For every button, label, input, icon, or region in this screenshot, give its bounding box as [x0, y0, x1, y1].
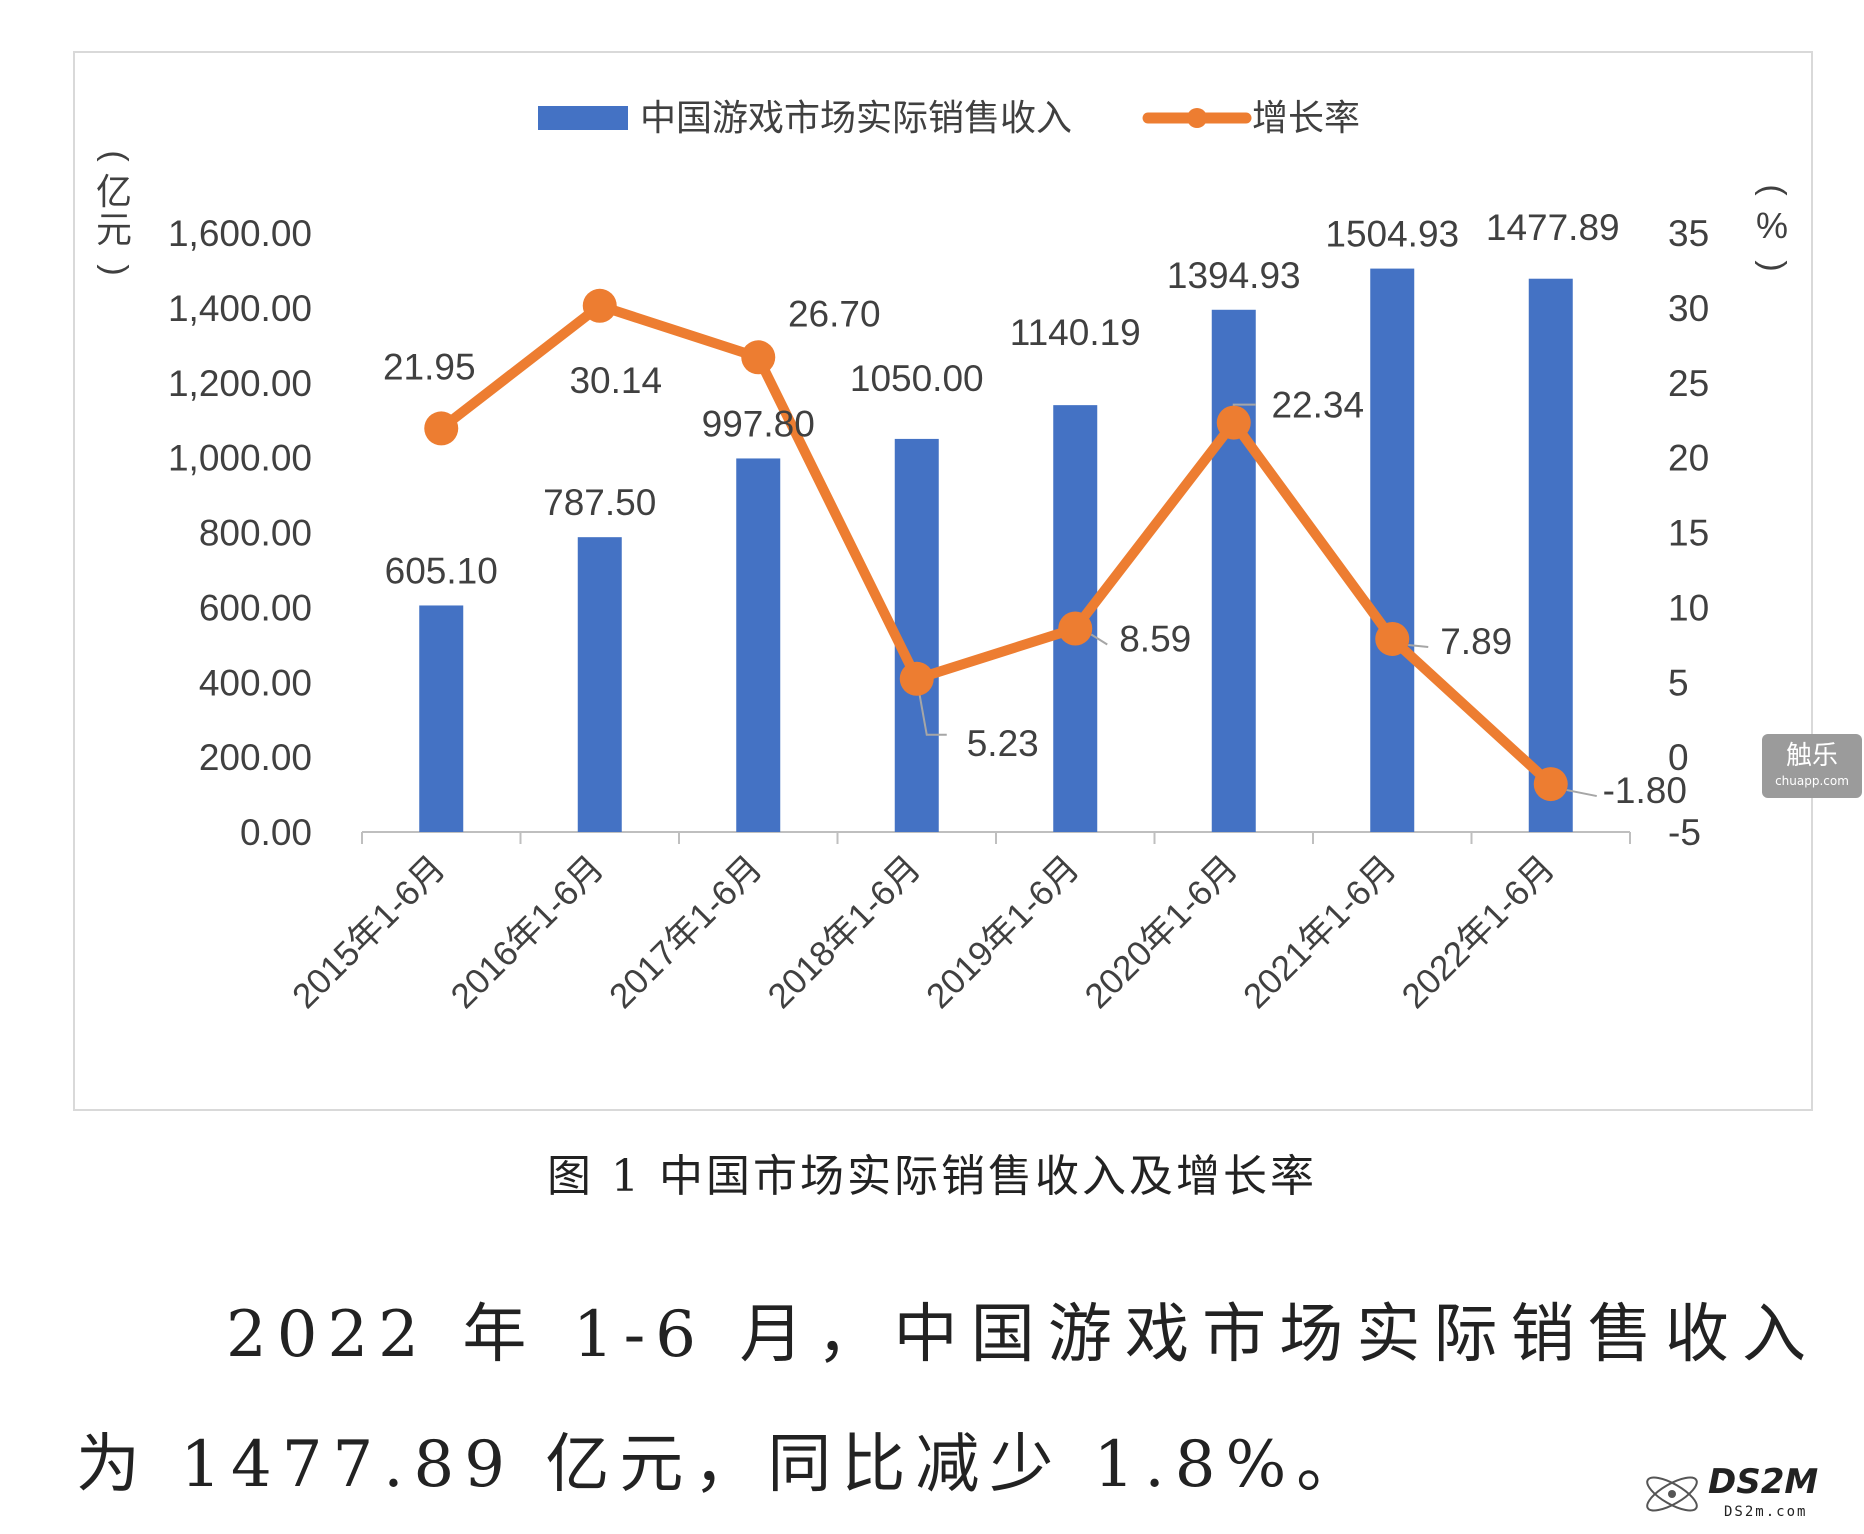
y-left-tick-label: 200.00	[199, 737, 312, 778]
label-leader-line	[915, 678, 947, 736]
badge-sub-text: chuapp.com	[1775, 774, 1849, 788]
y-right-tick-label: 15	[1668, 513, 1709, 554]
svg-text:(: (	[1754, 184, 1792, 196]
bar-value-label: 1140.19	[1010, 312, 1141, 353]
label-leader-line	[1408, 643, 1429, 648]
growth-point	[582, 288, 617, 323]
svg-text:%: %	[1756, 205, 1788, 246]
chart: 中国游戏市场实际销售收入 增长率 0.00 200.00 400.00 600.00 80…	[73, 51, 1813, 1111]
atom-logo-icon	[1646, 1476, 1698, 1512]
growth-line	[424, 288, 1568, 802]
bar-value-label: 1050.00	[850, 358, 984, 399]
legend-bar-swatch	[538, 106, 628, 130]
growth-point	[424, 411, 459, 446]
svg-text:): )	[96, 264, 134, 275]
y-left-tick-label: 0.00	[240, 812, 312, 853]
logo-sub-text: DS2m.com	[1724, 1504, 1808, 1520]
watermark-badge: 触乐 chuapp.com	[1762, 734, 1862, 798]
y-right-tick-label: 0	[1668, 737, 1689, 778]
svg-text:): )	[1754, 260, 1792, 271]
y-left-tick-label: 800.00	[199, 513, 312, 554]
growth-value-label: 26.70	[788, 293, 881, 334]
growth-value-label: 5.23	[967, 723, 1039, 764]
bar	[1528, 278, 1573, 832]
growth-point	[1058, 611, 1093, 646]
y-right-tick-label: -5	[1668, 812, 1701, 853]
chart-frame	[73, 51, 1813, 1111]
growth-value-label: 8.59	[1119, 618, 1191, 659]
bar-value-label: 1477.89	[1486, 207, 1620, 248]
svg-text:元: 元	[96, 209, 132, 250]
label-leader-line	[1566, 789, 1597, 798]
legend-bar-label: 中国游戏市场实际销售收入	[640, 97, 1072, 138]
badge-main-text: 触乐	[1785, 741, 1838, 771]
bar-value-label: 1504.93	[1325, 214, 1459, 255]
growth-value-label: 30.14	[569, 360, 662, 401]
growth-value-label: 22.34	[1271, 385, 1364, 426]
bar	[577, 537, 622, 832]
bar-value-label: 1394.93	[1167, 255, 1301, 296]
growth-value-label: -1.80	[1603, 770, 1687, 811]
y-right-tick-label: 35	[1668, 213, 1709, 254]
growth-point	[899, 661, 934, 696]
growth-point	[1533, 767, 1568, 802]
bar-value-label: 997.80	[702, 403, 815, 444]
y-left-axis-title: ( 亿元)	[96, 150, 134, 275]
legend: 中国游戏市场实际销售收入 增长率	[538, 97, 1360, 138]
y-right-tick-label: 20	[1668, 438, 1709, 479]
growth-polyline	[438, 300, 1555, 788]
y-left-tick-label: 1,000.00	[168, 438, 312, 479]
bar	[894, 438, 939, 832]
y-right-tick-label: 30	[1668, 288, 1709, 329]
growth-point	[741, 340, 776, 375]
y-right-tick-label: 5	[1668, 662, 1689, 703]
watermark-logo: DS2M DS2m.com	[1640, 1462, 1855, 1524]
figure-caption: 图 1 中国市场实际销售收入及增长率	[547, 1151, 1317, 1202]
y-left-tick-label: 400.00	[199, 662, 312, 703]
bar	[1370, 268, 1415, 833]
bar	[419, 605, 464, 832]
y-left-tick-label: 600.00	[199, 587, 312, 628]
growth-value-label: 21.95	[383, 346, 476, 387]
bar	[1211, 309, 1256, 832]
bar	[736, 458, 781, 832]
y-left-tick-label: 1,200.00	[168, 363, 312, 404]
svg-text:(: (	[96, 150, 134, 162]
y-left-tick-label: 1,400.00	[168, 288, 312, 329]
bars	[419, 268, 1573, 833]
legend-line-label: 增长率	[1252, 97, 1360, 138]
y-left-tick-label: 1,600.00	[168, 213, 312, 254]
label-leader-line	[1090, 633, 1108, 646]
y-right-tick-label: 10	[1668, 587, 1709, 628]
legend-line-marker	[1187, 108, 1207, 128]
logo-main-text: DS2M	[1708, 1462, 1819, 1502]
data-labels: 605.10 787.50 997.80 1050.00 1140.19 1394.93 1…	[383, 207, 1687, 811]
body-paragraph: 2022 年 1-6 月，中国游戏市场实际销售收入为 1477.89 亿元，同比…	[76, 1298, 1816, 1502]
y-right-tick-label: 25	[1668, 363, 1709, 404]
growth-point	[1375, 621, 1410, 656]
bar-value-label: 605.10	[385, 550, 498, 591]
growth-value-label: 7.89	[1440, 621, 1512, 662]
growth-point	[1216, 405, 1251, 440]
svg-text:亿: 亿	[96, 171, 132, 212]
y-right-axis-title: (%)	[1754, 184, 1792, 271]
bar-value-label: 787.50	[543, 482, 656, 523]
